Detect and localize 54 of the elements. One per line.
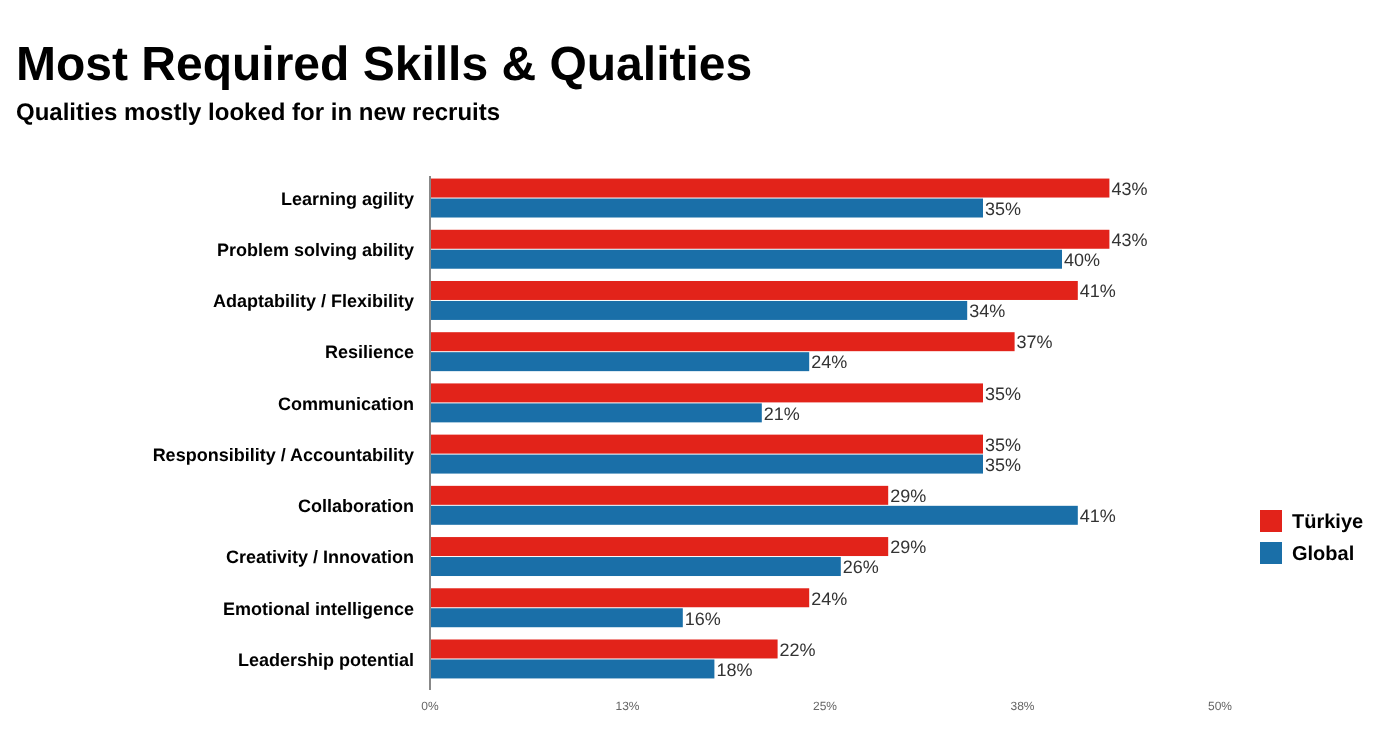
data-label: 18% <box>716 659 753 680</box>
y-tick-label: Creativity / Innovation <box>225 547 414 568</box>
data-label: 35% <box>985 383 1022 404</box>
bar <box>430 505 1078 525</box>
bar <box>430 608 683 628</box>
data-label: 34% <box>969 301 1006 322</box>
bar <box>430 557 841 577</box>
bar <box>430 434 983 454</box>
y-tick-label: Adaptability / Flexibility <box>212 291 414 312</box>
y-tick-label: Resilience <box>324 342 414 363</box>
bar <box>430 352 810 372</box>
data-label: 43% <box>1111 230 1148 251</box>
y-tick-label: Communication <box>277 393 414 414</box>
bar <box>430 280 1078 300</box>
bar <box>430 485 889 505</box>
legend-label: Global <box>1292 544 1355 566</box>
bar <box>430 454 983 474</box>
chart-subtitle: Qualities mostly looked for in new recruits <box>16 98 501 126</box>
data-label: 21% <box>763 403 800 424</box>
data-label: 24% <box>811 588 848 609</box>
bar <box>430 659 715 679</box>
y-tick-label: Learning agility <box>280 188 414 209</box>
data-label: 37% <box>1016 332 1053 353</box>
bar <box>430 383 983 403</box>
legend-label: Türkiye <box>1292 512 1365 534</box>
data-label: 35% <box>985 434 1022 455</box>
bar <box>430 249 1062 269</box>
y-tick-label: Collaboration <box>298 496 414 517</box>
data-label: 29% <box>890 537 927 558</box>
y-tick-label: Emotional intelligence <box>222 598 414 619</box>
bar <box>430 198 983 218</box>
bar <box>430 537 889 557</box>
data-label: 41% <box>1079 506 1116 527</box>
bar <box>430 332 1015 352</box>
data-label: 26% <box>842 557 879 578</box>
bar <box>430 178 1110 198</box>
data-label: 43% <box>1111 178 1148 199</box>
bar <box>430 639 778 659</box>
data-label: 16% <box>684 608 721 629</box>
bar <box>430 229 1110 249</box>
y-tick-label: Leadership potential <box>237 649 414 670</box>
data-label: 41% <box>1079 281 1116 302</box>
bar <box>430 300 968 320</box>
data-label: 35% <box>985 198 1022 219</box>
bar <box>430 588 810 608</box>
data-label: 40% <box>1064 250 1101 271</box>
data-label: 22% <box>779 639 816 660</box>
y-tick-label: Responsibility / Accountability <box>152 444 414 465</box>
chart-title: Most Required Skills & Qualities <box>16 38 753 92</box>
data-label: 29% <box>890 486 927 507</box>
bar <box>430 403 762 423</box>
y-tick-label: Problem solving ability <box>216 240 414 261</box>
data-label: 24% <box>811 352 848 373</box>
data-label: 35% <box>985 454 1022 475</box>
